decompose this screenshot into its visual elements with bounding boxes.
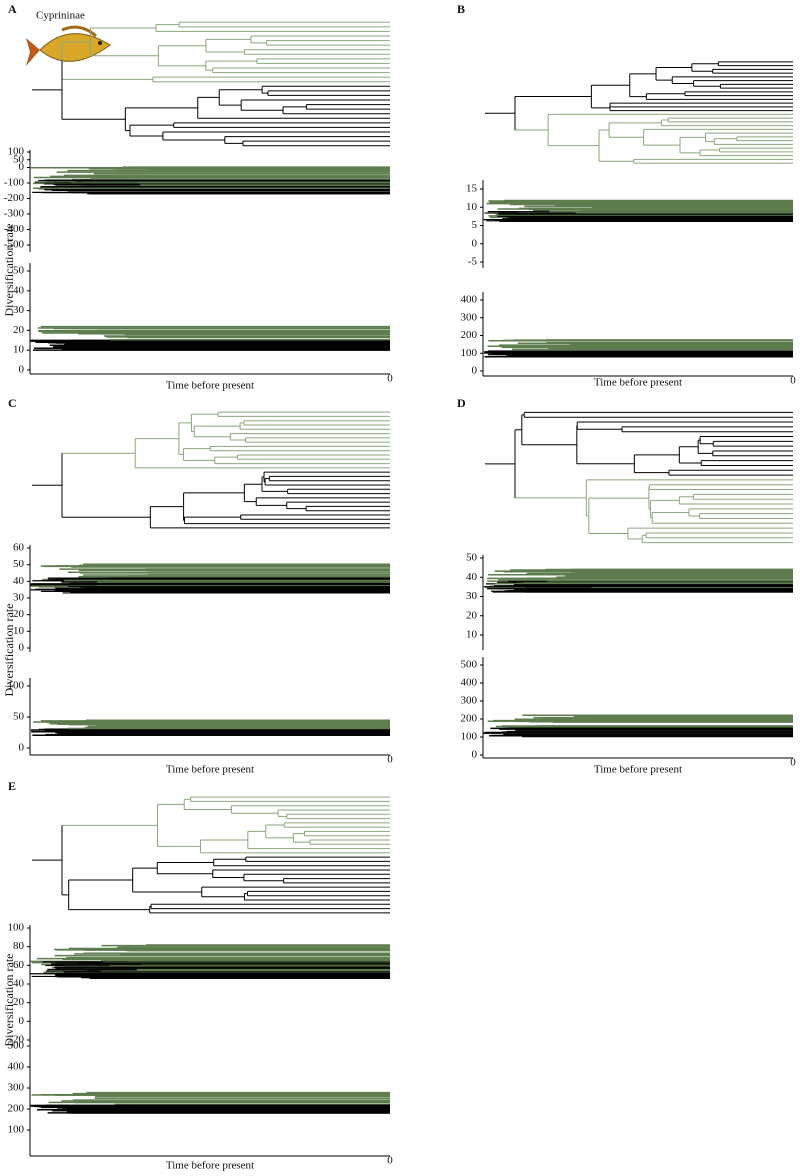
phylogeny <box>32 411 390 529</box>
y-tick-label: 20 <box>13 608 25 620</box>
y-tick-label: -200 <box>4 192 25 204</box>
y-tick-label: 300 <box>461 695 478 707</box>
y-tick-label: 100 <box>8 922 25 934</box>
x-axis-label: Time before present <box>166 764 254 776</box>
y-tick-label: 300 <box>8 1082 25 1094</box>
x-end-tick: 0 <box>387 373 393 385</box>
x-axis-label: Time before present <box>166 380 254 392</box>
y-tick-label: -400 <box>4 223 25 235</box>
y-tick-label: 10 <box>13 344 25 356</box>
x-axis-label: Time before present <box>594 764 682 776</box>
y-tick-label: 30 <box>13 592 25 604</box>
phylogeny <box>32 796 390 914</box>
y-tick-label: 50 <box>13 711 25 723</box>
y-axis-label: Diversification rate <box>2 954 16 1047</box>
y-tick-label: 50 <box>13 265 25 277</box>
y-tick-label: 400 <box>461 294 478 306</box>
y-tick-label: 80 <box>13 940 25 952</box>
y-tick-label: 200 <box>461 329 478 341</box>
y-axis-label: Diversification rate <box>2 604 16 697</box>
y-tick-label: 0 <box>472 365 478 377</box>
y-tick-label: 0 <box>19 742 25 754</box>
clade-caption: Cyprininae <box>36 10 85 22</box>
y-tick-label: 15 <box>466 183 478 195</box>
y-tick-label: 10 <box>466 629 478 641</box>
y-tick-label: 100 <box>461 347 478 359</box>
panel: A Cyprininae100500-100-200-300-400-500504… <box>2 2 394 392</box>
panel-letter: E <box>8 779 16 793</box>
y-tick-label: 60 <box>13 542 25 554</box>
x-end-tick: 0 <box>790 757 796 769</box>
x-end-tick: 0 <box>387 1155 393 1167</box>
y-tick-label: -100 <box>4 177 25 189</box>
y-tick-label: 60 <box>13 959 25 971</box>
phylogeny <box>32 21 390 147</box>
y-tick-label: -20 <box>9 1034 24 1046</box>
panel: B 15 10 5 0 -5 400 300 200 100 0 Time before presen… <box>457 2 796 389</box>
y-tick-label: 100 <box>8 146 25 158</box>
y-axis-label: Diversification rate <box>2 224 16 317</box>
y-tick-label: 500 <box>461 659 478 671</box>
y-tick-label: 50 <box>466 552 478 564</box>
x-end-tick: 0 <box>790 375 796 387</box>
panel: D 50 40 30 20 10 500 400 300 200 100 0 Time before p… <box>457 396 796 776</box>
panel-letter: A <box>8 2 17 16</box>
y-tick-label: 40 <box>13 575 25 587</box>
y-tick-label: 200 <box>461 713 478 725</box>
y-tick-label: -500 <box>4 239 25 251</box>
panel-letter: B <box>457 2 465 16</box>
y-tick-label: 200 <box>8 1103 25 1115</box>
y-tick-label: 20 <box>466 609 478 621</box>
y-tick-label: 50 <box>13 558 25 570</box>
phylogeny <box>485 411 793 544</box>
y-tick-label: 0 <box>472 749 478 761</box>
x-end-tick: 0 <box>387 754 393 766</box>
x-axis-label: Time before present <box>166 1160 254 1172</box>
y-tick-label: -300 <box>4 208 25 220</box>
y-tick-label: 0 <box>19 161 25 173</box>
y-tick-label: 300 <box>461 311 478 323</box>
panel-letter: D <box>457 396 466 410</box>
y-tick-label: 500 <box>8 1040 25 1052</box>
y-tick-label: 400 <box>461 677 478 689</box>
y-tick-label: 100 <box>8 1124 25 1136</box>
y-tick-label: 50 <box>13 153 25 165</box>
y-tick-label: 40 <box>466 571 478 583</box>
y-tick-label: -5 <box>468 256 478 268</box>
y-tick-label: 40 <box>13 978 25 990</box>
y-tick-label: 30 <box>13 304 25 316</box>
y-tick-label: 0 <box>472 237 478 249</box>
y-tick-label: 400 <box>8 1061 25 1073</box>
y-tick-label: 100 <box>461 731 478 743</box>
y-tick-label: 0 <box>19 364 25 376</box>
fish-icon <box>26 25 111 66</box>
y-tick-label: 10 <box>466 201 478 213</box>
y-tick-label: 40 <box>13 284 25 296</box>
y-tick-label: 100 <box>8 680 25 692</box>
y-tick-label: 0 <box>19 642 25 654</box>
phylogeny <box>485 61 793 164</box>
y-tick-label: 5 <box>472 219 478 231</box>
y-tick-label: 0 <box>19 1015 25 1027</box>
y-tick-label: 10 <box>13 625 25 637</box>
x-axis-label: Time before present <box>594 377 682 389</box>
y-tick-label: 20 <box>13 996 25 1008</box>
panel-letter: C <box>8 396 17 410</box>
y-tick-label: 20 <box>13 324 25 336</box>
y-tick-label: 30 <box>466 590 478 602</box>
